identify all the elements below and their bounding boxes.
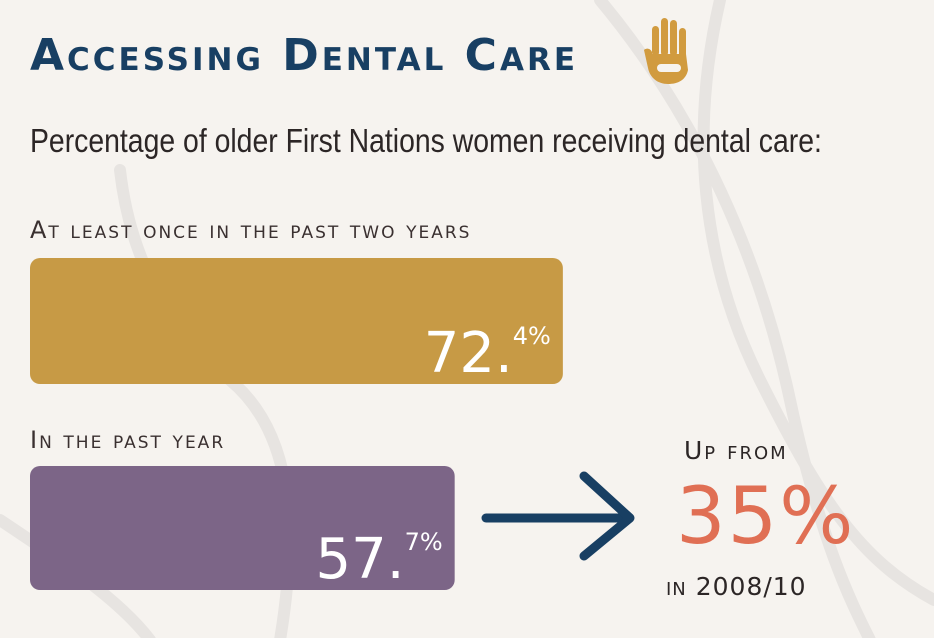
previous-value: 35%: [676, 472, 856, 562]
arrow-right-icon: [481, 471, 635, 561]
bar-value-label-past-year: 57.7%: [316, 527, 443, 592]
bar-past-year: [30, 466, 455, 590]
category-label-past-year: In the past year: [30, 426, 226, 454]
comparison-prefix: Up from: [684, 436, 788, 465]
hand-icon: [644, 18, 688, 84]
category-label-two-years: At least once in the past two years: [30, 216, 472, 244]
page-title: Accessing Dental Care: [30, 30, 579, 81]
bar-value-label-two-years: 72.4%: [424, 321, 551, 386]
bar-two-years: [30, 258, 563, 384]
chart-subtitle: Percentage of older First Nations women …: [30, 122, 822, 159]
previous-period: in 2008/10: [666, 572, 807, 601]
